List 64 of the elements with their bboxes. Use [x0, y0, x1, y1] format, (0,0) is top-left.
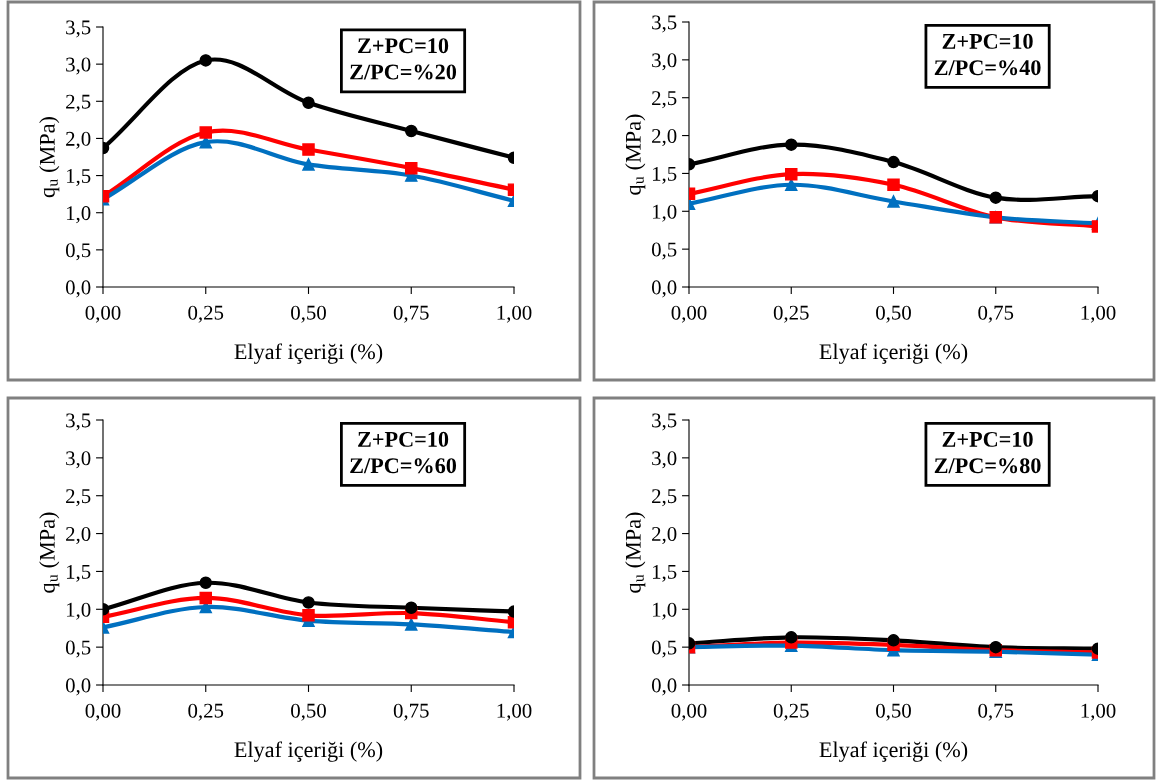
annotation: Z+PC=10 Z/PC=%80: [934, 431, 1041, 474]
x-tick-label: 0,75: [978, 305, 1014, 323]
y-tick-label: 2,5: [66, 94, 91, 112]
y-tick-label: 3,5: [66, 413, 91, 431]
x-tick-label: 0,25: [188, 703, 224, 721]
y-tick-label: 0,5: [65, 640, 91, 658]
x-tick-label: 1,00: [497, 305, 532, 323]
x-tick-label: 0,00: [85, 305, 121, 323]
y-axis-title: q$_{u}$ (MPa): [625, 114, 646, 195]
x-tick-label: 0,75: [393, 703, 429, 721]
y-tick-label: 1,5: [66, 169, 91, 186]
y-tick-label: 2,0: [66, 526, 91, 544]
y-tick-label: 1,0: [652, 204, 677, 222]
y-tick-label: 3,0: [652, 451, 677, 469]
y-tick-label: 3,0: [652, 53, 677, 71]
y-axis-title: q$_{u}$ (MPa): [39, 117, 60, 198]
y-tick-label: 3,0: [66, 451, 91, 469]
x-tick-label: 0,50: [291, 305, 326, 323]
x-tick-label: 0,50: [876, 703, 911, 721]
x-tick-label: 0,50: [291, 703, 326, 721]
x-tick-label: 0,25: [773, 305, 809, 323]
x-axis-title: Elyaf içeriği (%): [819, 741, 968, 762]
x-axis-title: Elyaf içeriği (%): [234, 741, 383, 762]
x-tick-label: 1,00: [1081, 703, 1116, 721]
y-tick-label: 0,5: [651, 640, 677, 658]
y-tick-label: 0,0: [65, 678, 91, 696]
y-tick-label: 1,0: [652, 602, 677, 620]
y-tick-label: 2,5: [652, 91, 677, 109]
x-tick-label: 1,00: [497, 703, 532, 721]
x-tick-label: 0,50: [876, 305, 911, 323]
x-tick-label: 0,25: [773, 703, 809, 721]
y-tick-label: 0,5: [65, 243, 91, 261]
y-tick-label: 2,5: [652, 489, 677, 507]
y-tick-label: 3,5: [652, 15, 677, 33]
y-tick-label: 3,5: [66, 20, 91, 38]
x-tick-label: 0,00: [85, 703, 121, 721]
annotation: Z+PC=10 Z/PC=%40: [934, 33, 1041, 76]
x-tick-label: 0,75: [393, 305, 429, 323]
y-tick-label: 0,0: [65, 280, 91, 298]
x-axis-title: Elyaf içeriği (%): [234, 343, 383, 364]
annotation: Z+PC=10 Z/PC=%20: [350, 38, 457, 80]
y-axis-title: q$_{u}$ (MPa): [39, 512, 60, 593]
y-tick-label: 3,5: [652, 413, 677, 431]
x-tick-label: 0,75: [978, 703, 1014, 721]
y-tick-label: 2,0: [652, 526, 677, 544]
x-tick-label: 1,00: [1081, 305, 1116, 323]
y-tick-label: 2,0: [652, 128, 677, 146]
y-tick-label: 1,5: [652, 166, 677, 184]
x-tick-label: 0,00: [671, 305, 707, 323]
y-tick-label: 0,0: [651, 678, 677, 696]
annotation: Z+PC=10 Z/PC=%60: [350, 431, 457, 474]
y-tick-label: 1,5: [66, 564, 91, 582]
y-tick-label: 2,0: [66, 131, 91, 149]
x-axis-title: Elyaf içeriği (%): [819, 343, 968, 364]
y-tick-label: 3,0: [66, 57, 91, 75]
y-tick-label: 1,0: [66, 206, 91, 224]
y-tick-label: 2,5: [66, 489, 91, 507]
y-tick-label: 1,0: [66, 602, 91, 620]
y-tick-label: 0,0: [651, 280, 677, 298]
x-tick-label: 0,25: [188, 305, 224, 323]
x-tick-label: 0,00: [671, 703, 707, 721]
y-axis-title: q$_{u}$ (MPa): [625, 512, 646, 593]
y-tick-label: 0,5: [651, 242, 677, 260]
y-tick-label: 1,5: [652, 564, 677, 582]
